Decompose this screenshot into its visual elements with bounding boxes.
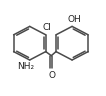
Text: Cl: Cl	[42, 23, 51, 32]
Text: O: O	[48, 71, 55, 80]
Text: NH₂: NH₂	[17, 62, 34, 71]
Text: OH: OH	[67, 14, 81, 24]
